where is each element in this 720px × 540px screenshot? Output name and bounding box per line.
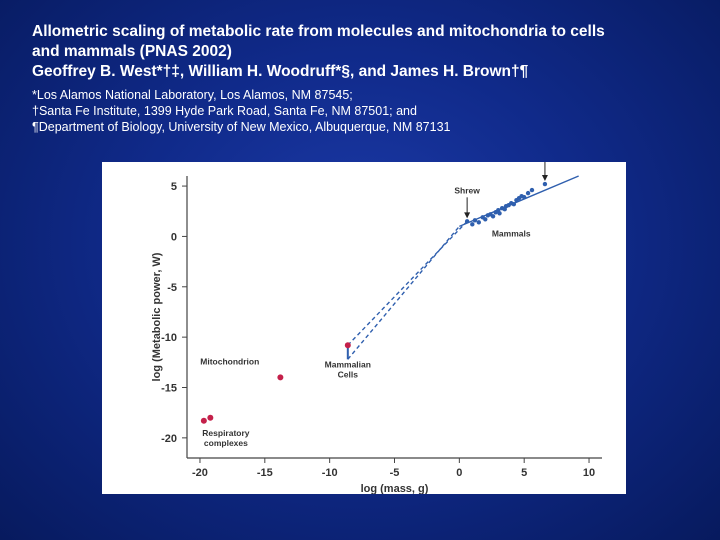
annotation-label: Respiratory [202, 428, 250, 438]
y-tick-label: 5 [171, 181, 177, 193]
y-tick-label: -20 [161, 433, 177, 445]
annotation-label: Mammals [492, 228, 531, 238]
x-tick-label: 5 [521, 467, 527, 479]
data-point [483, 217, 488, 222]
extrapolation-line [347, 220, 468, 346]
data-point [511, 202, 517, 207]
data-point [472, 218, 478, 223]
x-tick-label: -10 [322, 467, 338, 479]
y-tick-label: 0 [171, 231, 177, 243]
annotation-label: complexes [204, 438, 248, 448]
chart-figure: -20 -15 -10 -5 0 5 10 5 0 -5 -10 -15 -20 log (mass, g… [102, 162, 626, 494]
y-tick-label: -15 [161, 383, 177, 395]
annotation-label: Shrew [454, 185, 480, 195]
data-point [490, 214, 496, 219]
scaling-chart: -20 -15 -10 -5 0 5 10 5 0 -5 -10 -15 -20 log (mass, g… [151, 162, 602, 494]
annotation-arrow-head [541, 175, 548, 182]
slide-header: Allometric scaling of metabolic rate fro… [32, 22, 712, 135]
mammals-fit-line [459, 175, 579, 228]
x-tick-label: -20 [192, 467, 208, 479]
x-tick-label: -5 [390, 467, 400, 479]
data-point [521, 194, 527, 200]
annotation-arrow-head [464, 212, 471, 219]
extrapolation-line [347, 225, 460, 360]
annotation-label: Cells [338, 369, 359, 379]
data-point [525, 190, 531, 196]
data-point [497, 211, 502, 216]
data-point [464, 219, 470, 224]
data-point [470, 222, 475, 227]
affiliation-3: ¶Department of Biology, University of Ne… [32, 120, 451, 134]
x-tick-label: 10 [583, 467, 595, 479]
x-tick-label: 0 [456, 467, 462, 479]
slide-title-line-2: and mammals (PNAS 2002) [32, 43, 232, 60]
data-point [476, 220, 481, 225]
x-tick-label: -15 [257, 467, 273, 479]
data-point [207, 414, 214, 421]
annotation-label: Mammalian [325, 359, 371, 369]
data-point [277, 374, 284, 381]
data-point [344, 342, 351, 349]
affiliation-1: *Los Alamos National Laboratory, Los Ala… [32, 88, 353, 102]
authors-line: Geoffrey B. West*†‡, William H. Woodruff… [32, 63, 529, 80]
slide-title-line-1: Allometric scaling of metabolic rate fro… [32, 23, 605, 40]
annotation-label: Mitochondrion [200, 356, 259, 366]
affiliation-2: †Santa Fe Institute, 1399 Hyde Park Road… [32, 104, 417, 118]
affiliations: *Los Alamos National Laboratory, Los Ala… [32, 87, 712, 135]
data-point [542, 181, 548, 187]
x-axis-label: log (mass, g) [361, 483, 429, 494]
y-tick-label: -5 [167, 282, 177, 294]
y-tick-label: -10 [161, 332, 177, 344]
y-axis-label: log (Metabolic power, W) [151, 252, 163, 381]
data-point [200, 417, 207, 424]
data-point [529, 187, 535, 193]
